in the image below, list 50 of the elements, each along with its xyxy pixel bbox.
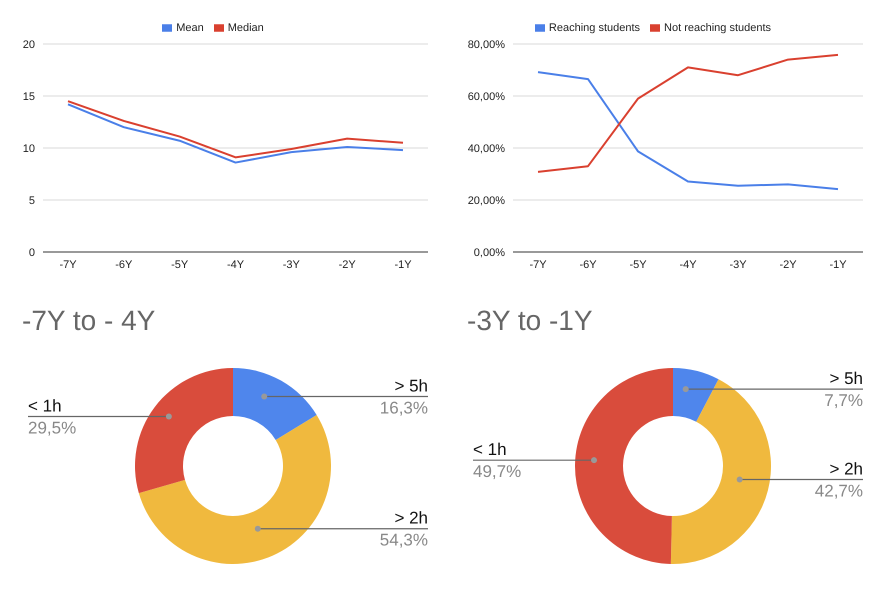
x-tick-label: -3Y	[282, 258, 301, 271]
x-tick-label: -7Y	[529, 258, 548, 271]
x-tick-label: -6Y	[115, 258, 134, 271]
y-tick-label: 15	[22, 90, 35, 103]
slice-label: > 5h	[829, 369, 863, 388]
legend-label: Reaching students	[548, 22, 640, 34]
legend-label: Median	[228, 22, 264, 34]
y-tick-label: 60,00%	[468, 90, 506, 103]
y-tick-label: 5	[28, 194, 35, 207]
x-tick-label: -6Y	[579, 258, 598, 271]
x-tick-label: -4Y	[226, 258, 245, 271]
y-tick-label: 0,00%	[474, 246, 506, 259]
data-label: 29,5%	[28, 418, 76, 438]
x-tick-label: -7Y	[59, 258, 78, 271]
donut-slice	[670, 379, 771, 564]
slice-label: < 1h	[28, 396, 62, 416]
data-label: 42,7%	[814, 481, 863, 500]
x-tick-label: -2Y	[779, 258, 798, 271]
y-tick-label: 80,00%	[468, 38, 506, 51]
line-series	[537, 54, 839, 173]
slice-label: > 2h	[394, 508, 428, 528]
data-label: 16,3%	[380, 398, 428, 418]
legend-label: Mean	[176, 22, 204, 34]
line-series	[537, 71, 839, 190]
slice-label: < 1h	[473, 440, 507, 460]
donut-slice	[233, 368, 317, 440]
legend-label: Not reaching students	[664, 22, 772, 34]
y-tick-label: 40,00%	[468, 142, 506, 155]
chart-title: -7Y to - 4Y	[22, 305, 156, 336]
x-tick-label: -5Y	[171, 258, 189, 271]
x-tick-label: -1Y	[829, 258, 848, 271]
x-tick-label: -2Y	[338, 258, 356, 271]
data-label: 49,7%	[473, 462, 522, 482]
donut-slice	[575, 368, 673, 564]
donut-slice	[673, 368, 719, 422]
slice-label: > 5h	[394, 376, 428, 396]
y-tick-label: 0	[28, 246, 35, 259]
donut-slice	[135, 368, 233, 494]
x-tick-label: -5Y	[629, 258, 648, 271]
data-label: 54,3%	[380, 530, 428, 550]
x-tick-label: -4Y	[679, 258, 698, 271]
data-label: 7,7%	[824, 391, 863, 410]
y-tick-label: 10	[22, 142, 35, 155]
slice-label: > 2h	[829, 459, 863, 478]
y-tick-label: 20	[22, 38, 35, 51]
x-tick-label: -1Y	[394, 258, 412, 271]
y-tick-label: 20,00%	[468, 194, 506, 207]
chart-title: -3Y to -1Y	[467, 305, 593, 336]
donut-slice	[138, 414, 331, 564]
x-tick-label: -3Y	[729, 258, 748, 271]
